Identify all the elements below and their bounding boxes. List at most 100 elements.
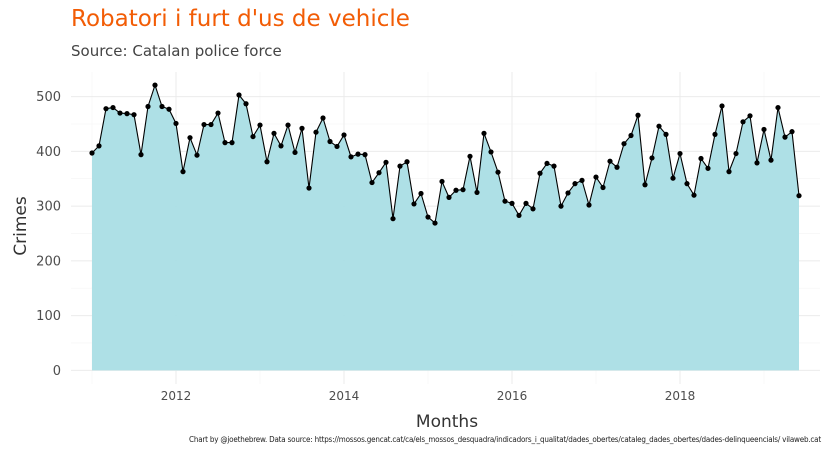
data-point [453,187,459,193]
data-point [418,190,424,197]
data-point [509,200,515,206]
data-point [390,216,396,222]
data-point [89,150,95,156]
data-point [719,103,725,109]
y-tick-label: 500 [36,90,61,105]
data-point [467,153,473,159]
data-point [243,101,249,107]
data-point [586,202,592,208]
data-point [488,149,494,155]
data-point [593,174,599,180]
data-point [537,170,543,176]
data-point [670,175,676,181]
data-point [327,138,333,145]
data-point [642,182,648,188]
data-point [103,106,109,112]
data-point [334,143,340,150]
data-point [187,135,193,141]
data-point [614,164,620,170]
data-point [96,143,102,149]
data-point [124,111,130,117]
data-point [607,158,613,164]
chart-caption: Chart by @joethebrew. Data source: https… [189,435,821,444]
data-point [320,115,326,121]
data-point [292,149,298,156]
data-point [201,121,207,128]
data-point [544,160,550,167]
data-point [383,159,389,165]
data-points [89,82,802,226]
data-point [579,177,585,183]
data-point [712,131,718,137]
data-point [698,155,704,162]
data-point [208,121,214,128]
data-point [180,169,186,175]
data-point [782,134,788,140]
data-point [691,192,697,198]
data-point [173,120,179,127]
y-tick-label: 100 [36,309,61,324]
data-point [355,151,361,157]
data-point [257,122,263,128]
y-axis-label: Crimes [11,196,31,256]
data-point [159,103,165,110]
data-point [264,159,270,165]
data-point [572,181,578,187]
data-point [733,150,739,157]
data-point [439,178,445,185]
data-point [446,194,452,200]
data-point [481,130,487,136]
data-point [425,214,431,220]
data-point [222,140,228,146]
data-point [460,187,466,193]
data-point [684,181,690,187]
data-point [530,206,536,212]
data-point [621,141,627,147]
data-point [152,82,158,88]
data-point [495,169,501,175]
data-point [299,125,305,131]
data-point [740,119,746,125]
x-tick-label: 2018 [665,389,696,403]
x-tick-label: 2012 [161,389,192,403]
y-tick-label: 200 [36,254,61,269]
data-point [628,132,634,139]
data-point [726,169,732,175]
data-point [376,170,382,176]
data-point [250,133,256,140]
data-point [131,112,137,118]
area-fill [92,85,799,371]
data-point [313,129,319,135]
data-point [796,193,802,199]
data-point [166,106,172,112]
data-point [502,198,508,204]
data-point [516,212,522,219]
data-point [523,200,529,206]
y-tick-label: 0 [53,364,61,379]
y-tick-label: 400 [36,145,61,160]
data-point [663,131,669,137]
data-point [194,152,200,158]
data-point [775,104,781,111]
data-point [285,122,291,128]
data-point [558,203,564,209]
data-point [145,103,151,110]
data-point [404,159,410,165]
data-point [306,185,312,191]
data-point [565,190,571,196]
y-tick-label: 300 [36,200,61,215]
data-point [348,154,354,160]
x-tick-label: 2014 [329,389,360,403]
data-point [761,126,767,133]
data-point [236,92,242,98]
data-point [411,201,417,207]
x-axis-label: Months [416,412,478,432]
data-point [397,163,403,169]
data-point [754,160,760,166]
data-point [600,184,606,191]
data-point [362,152,368,158]
data-point [656,123,662,129]
data-point [229,140,235,146]
data-point [768,157,774,163]
